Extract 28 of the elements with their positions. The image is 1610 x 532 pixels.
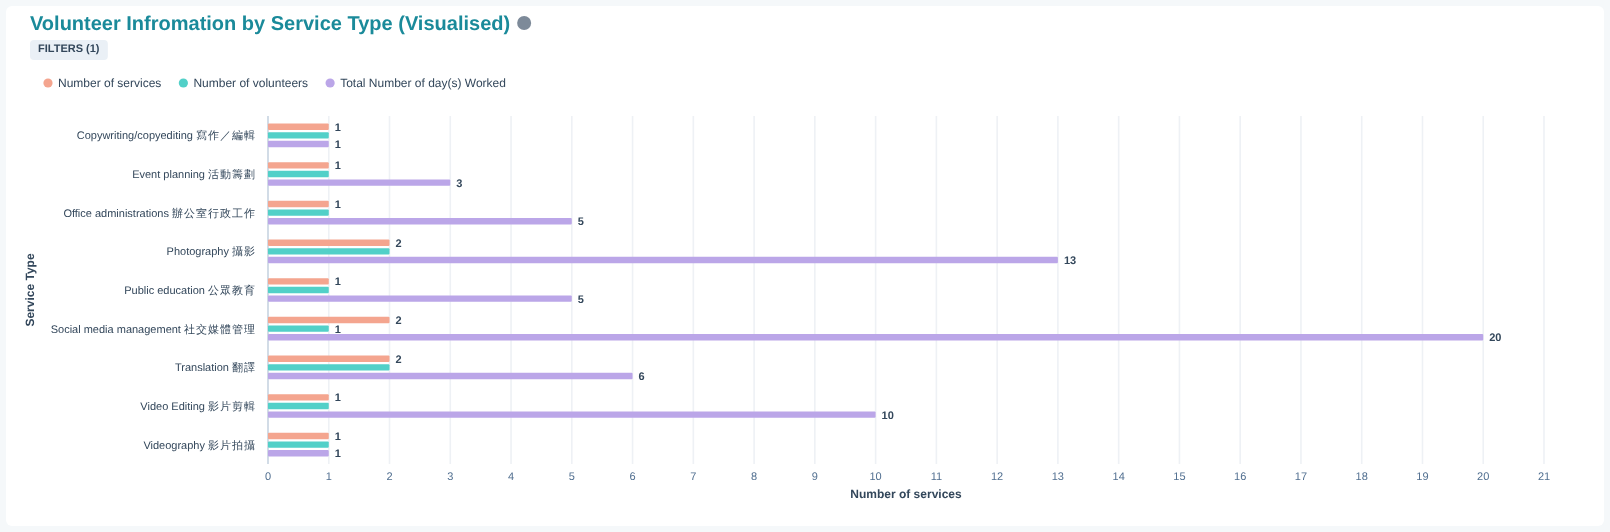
bar	[268, 140, 329, 148]
bar	[268, 411, 876, 418]
bar	[268, 402, 329, 410]
bar	[268, 239, 390, 246]
bar	[268, 441, 329, 448]
bar	[268, 200, 329, 208]
bar	[268, 316, 390, 324]
bar	[268, 218, 572, 225]
bar	[268, 123, 329, 130]
chart-title: Volunteer Infromation by Service Type (Visualised)	[30, 14, 511, 36]
bar	[268, 394, 329, 401]
bar	[268, 286, 329, 294]
bar	[268, 132, 329, 139]
bar	[268, 432, 329, 440]
bar	[268, 334, 1484, 341]
bar	[268, 170, 329, 178]
bar	[268, 179, 451, 186]
bar	[268, 295, 572, 302]
bar	[268, 278, 329, 285]
bar	[268, 248, 390, 255]
bar	[268, 162, 329, 169]
bar	[268, 372, 633, 380]
bar	[268, 450, 329, 457]
bar	[268, 364, 390, 371]
bar	[268, 355, 390, 362]
bar	[268, 325, 329, 332]
bar	[268, 256, 1058, 264]
bar	[268, 209, 329, 216]
